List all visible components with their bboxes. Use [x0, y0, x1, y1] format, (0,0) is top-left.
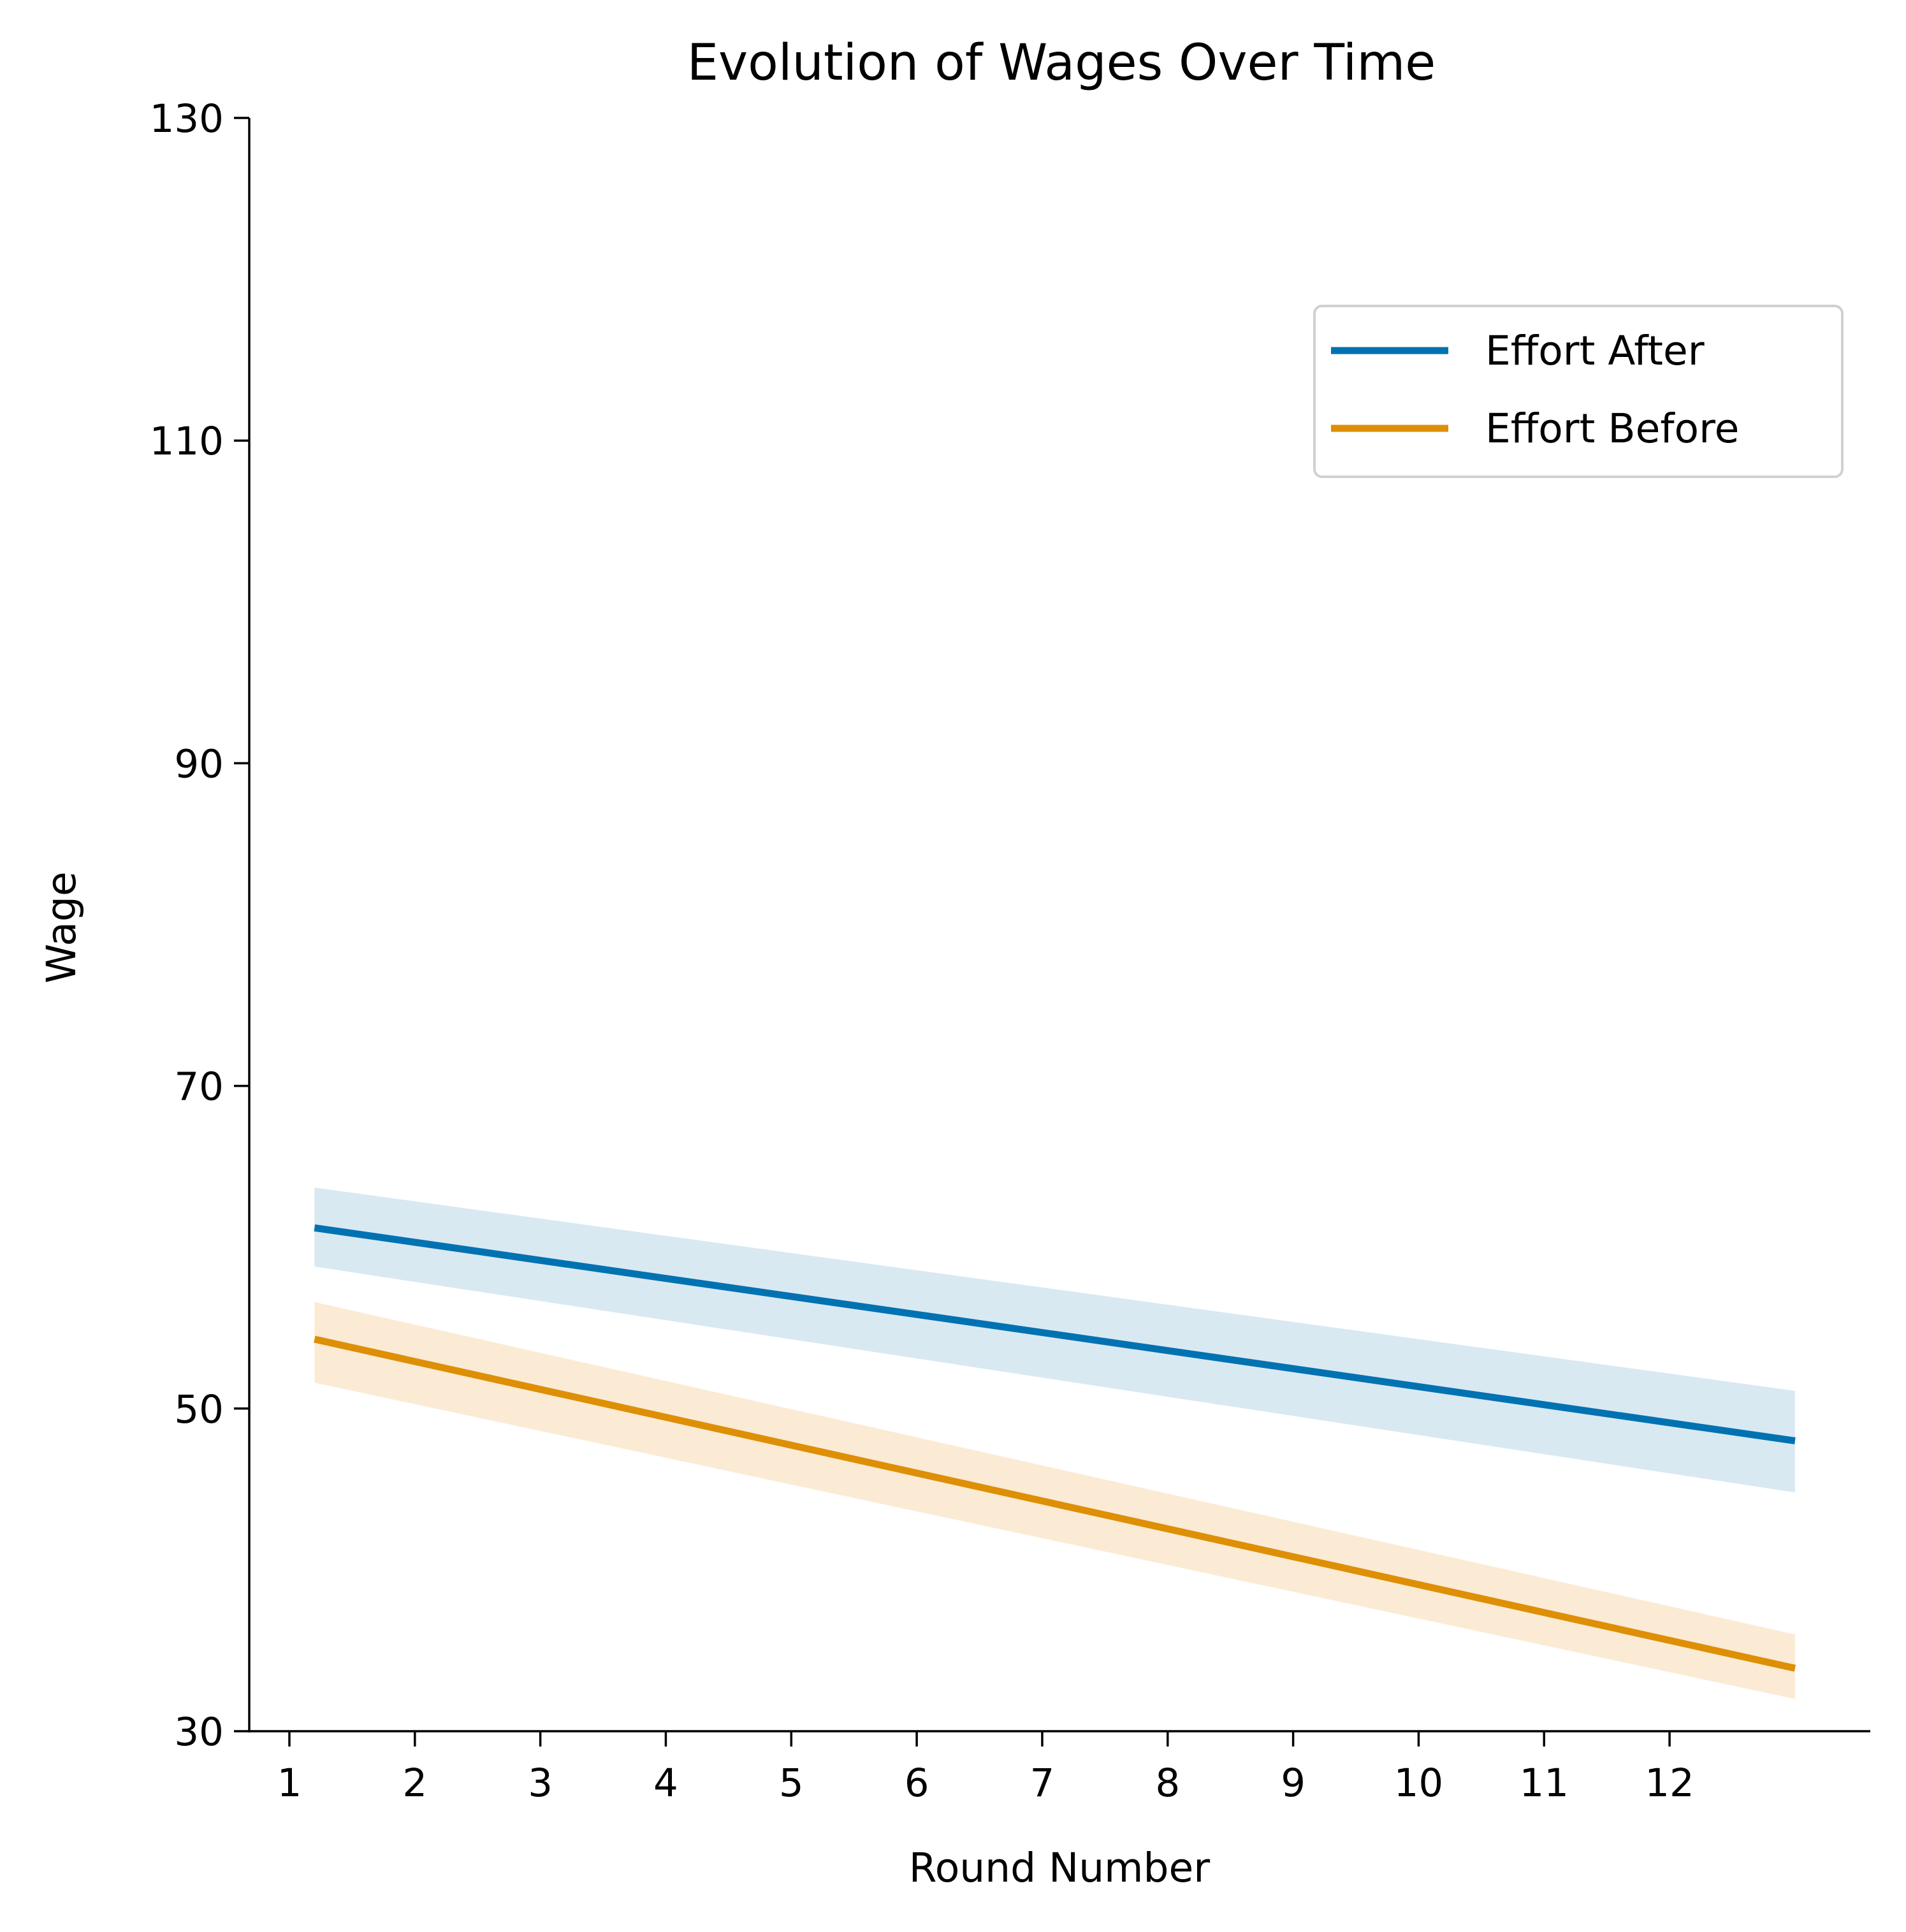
- y-tick-label: 50: [174, 1387, 224, 1432]
- y-ticks: 30 50 70 90 110 130: [150, 96, 249, 1755]
- x-tick-label: 1: [277, 1761, 302, 1806]
- legend: Effort After Effort Before: [1313, 305, 1844, 478]
- x-tick-label: 8: [1155, 1761, 1180, 1806]
- x-tick-label: 12: [1645, 1761, 1694, 1806]
- x-tick-label: 10: [1394, 1761, 1444, 1806]
- series-lines: [314, 1224, 1796, 1672]
- y-tick-label: 90: [174, 741, 224, 787]
- legend-label-effort-after: Effort After: [1485, 328, 1705, 374]
- x-tick-label: 11: [1519, 1761, 1569, 1806]
- ci-band-effort-after: [314, 1188, 1795, 1493]
- x-ticks: 1 2 3 4 5 6 7 8 9 10 11 12: [277, 1731, 1694, 1806]
- y-tick-label: 30: [174, 1710, 224, 1755]
- y-tick-label: 110: [150, 419, 224, 464]
- x-tick-label: 9: [1281, 1761, 1306, 1806]
- legend-label-effort-before: Effort Before: [1485, 405, 1739, 452]
- x-tick-label: 7: [1030, 1761, 1055, 1806]
- y-axis-title: Wage: [38, 871, 85, 984]
- x-tick-label: 3: [528, 1761, 553, 1806]
- x-axis-title: Round Number: [909, 1845, 1211, 1891]
- chart-title: Evolution of Wages Over Time: [687, 34, 1436, 92]
- y-tick-label: 70: [174, 1064, 224, 1110]
- series-line-effort-after: [314, 1224, 1796, 1444]
- x-tick-label: 2: [402, 1761, 427, 1806]
- x-tick-label: 4: [653, 1761, 678, 1806]
- y-tick-label: 130: [150, 96, 224, 142]
- x-tick-label: 6: [905, 1761, 929, 1806]
- x-tick-label: 5: [779, 1761, 804, 1806]
- series-line-effort-before: [314, 1335, 1796, 1672]
